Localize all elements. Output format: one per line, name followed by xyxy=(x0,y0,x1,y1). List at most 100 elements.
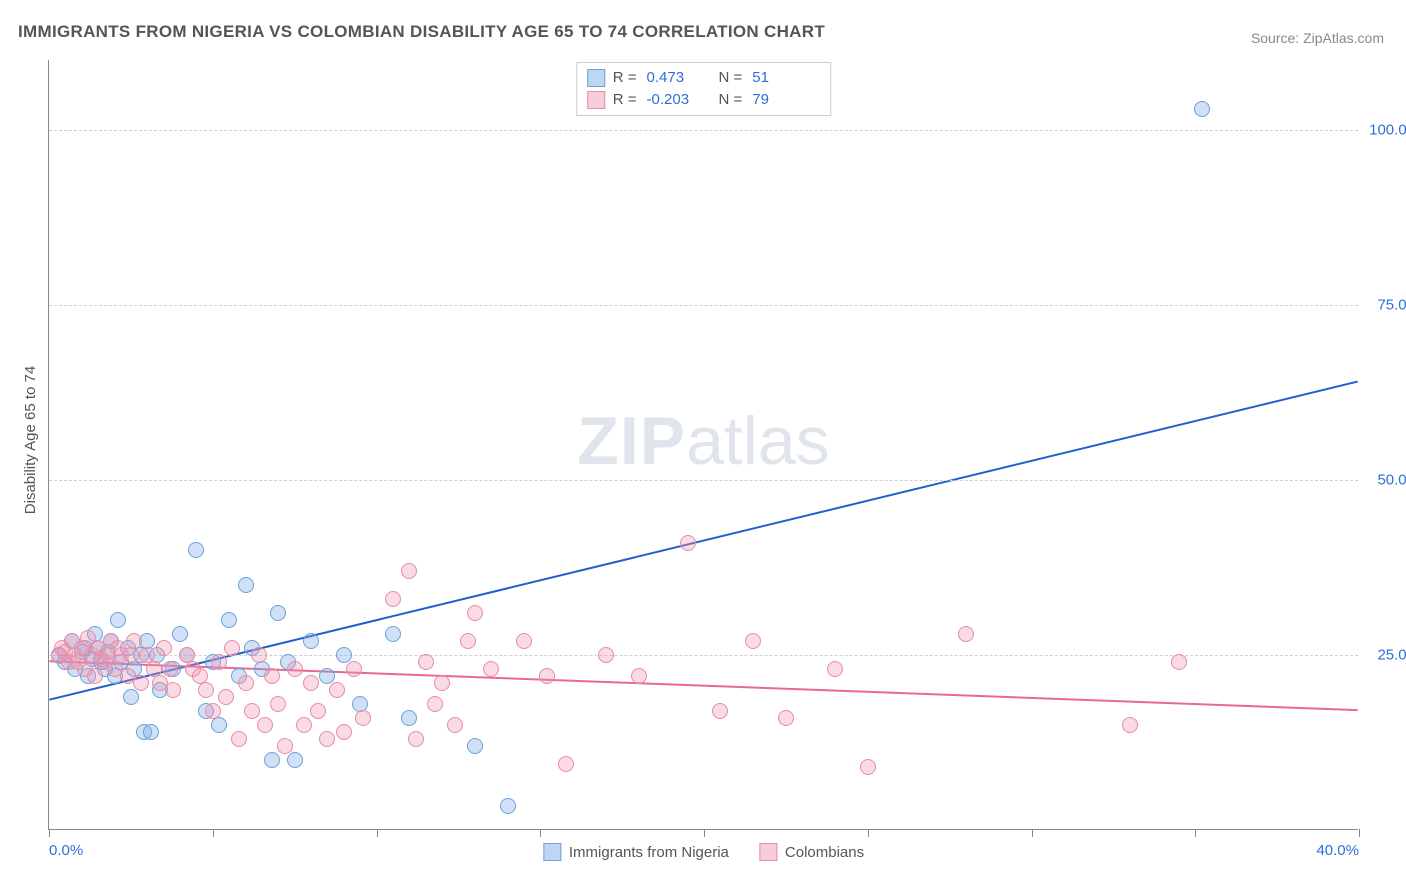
r-label: R = xyxy=(613,89,637,111)
n-value: 51 xyxy=(752,67,804,89)
scatter-point xyxy=(238,675,254,691)
scatter-point xyxy=(270,696,286,712)
x-tick xyxy=(868,829,869,837)
x-tick xyxy=(540,829,541,837)
scatter-point xyxy=(257,717,273,733)
x-tick-label: 0.0% xyxy=(49,842,83,859)
scatter-point xyxy=(1122,717,1138,733)
scatter-point xyxy=(287,661,303,677)
scatter-point xyxy=(211,654,227,670)
scatter-point xyxy=(165,682,181,698)
series-legend: Immigrants from Nigeria Colombians xyxy=(543,843,864,861)
scatter-point xyxy=(224,640,240,656)
x-tick xyxy=(704,829,705,837)
gridline xyxy=(49,130,1358,131)
scatter-point xyxy=(385,591,401,607)
x-tick xyxy=(377,829,378,837)
scatter-point xyxy=(827,661,843,677)
scatter-plot-area: ZIPatlas R =0.473N =51R =-0.203N =79 Imm… xyxy=(48,60,1358,830)
scatter-point xyxy=(346,661,362,677)
scatter-point xyxy=(133,675,149,691)
scatter-point xyxy=(156,640,172,656)
correlation-legend: R = 0.473 N = 51 R = -0.203 N = 79 xyxy=(576,62,832,116)
scatter-point xyxy=(123,647,139,663)
gridline xyxy=(49,305,1358,306)
scatter-point xyxy=(205,703,221,719)
y-axis-label: Disability Age 65 to 74 xyxy=(22,366,39,514)
scatter-point xyxy=(680,535,696,551)
series-name: Colombians xyxy=(785,844,864,861)
legend-row: R = 0.473 N = 51 xyxy=(587,67,817,89)
watermark: ZIPatlas xyxy=(577,402,829,480)
scatter-point xyxy=(1194,101,1210,117)
scatter-point xyxy=(778,710,794,726)
chart-title: IMMIGRANTS FROM NIGERIA VS COLOMBIAN DIS… xyxy=(18,22,825,42)
scatter-point xyxy=(264,752,280,768)
scatter-point xyxy=(427,696,443,712)
scatter-point xyxy=(172,626,188,642)
scatter-point xyxy=(251,647,267,663)
scatter-point xyxy=(516,633,532,649)
scatter-point xyxy=(296,717,312,733)
scatter-point xyxy=(238,577,254,593)
r-value: -0.203 xyxy=(647,89,699,111)
scatter-point xyxy=(162,661,178,677)
legend-swatch xyxy=(759,843,777,861)
x-tick xyxy=(1032,829,1033,837)
scatter-point xyxy=(126,633,142,649)
scatter-point xyxy=(558,756,574,772)
scatter-point xyxy=(87,668,103,684)
watermark-rest: atlas xyxy=(686,403,830,479)
scatter-point xyxy=(539,668,555,684)
legend-swatch xyxy=(587,91,605,109)
watermark-bold: ZIP xyxy=(577,403,686,479)
scatter-point xyxy=(500,798,516,814)
scatter-point xyxy=(221,612,237,628)
scatter-point xyxy=(123,689,139,705)
y-tick-label: 100.0% xyxy=(1369,122,1406,139)
scatter-point xyxy=(270,605,286,621)
scatter-point xyxy=(211,717,227,733)
scatter-point xyxy=(143,724,159,740)
scatter-point xyxy=(483,661,499,677)
scatter-point xyxy=(401,710,417,726)
x-tick xyxy=(1195,829,1196,837)
source-label: Source: xyxy=(1251,30,1303,46)
scatter-point xyxy=(277,738,293,754)
scatter-point xyxy=(598,647,614,663)
scatter-point xyxy=(860,759,876,775)
scatter-point xyxy=(310,703,326,719)
scatter-point xyxy=(244,703,260,719)
scatter-point xyxy=(355,710,371,726)
scatter-point xyxy=(303,633,319,649)
r-label: R = xyxy=(613,67,637,89)
scatter-point xyxy=(218,689,234,705)
scatter-point xyxy=(958,626,974,642)
y-tick-label: 75.0% xyxy=(1377,297,1406,314)
r-value: 0.473 xyxy=(647,67,699,89)
scatter-point xyxy=(447,717,463,733)
x-tick xyxy=(49,829,50,837)
n-value: 79 xyxy=(752,89,804,111)
scatter-point xyxy=(467,605,483,621)
scatter-point xyxy=(460,633,476,649)
scatter-point xyxy=(418,654,434,670)
gridline xyxy=(49,480,1358,481)
series-name: Immigrants from Nigeria xyxy=(569,844,729,861)
source-value: ZipAtlas.com xyxy=(1303,30,1384,46)
bottom-legend-item: Colombians xyxy=(759,843,864,861)
scatter-point xyxy=(287,752,303,768)
scatter-point xyxy=(336,724,352,740)
scatter-point xyxy=(712,703,728,719)
scatter-point xyxy=(264,668,280,684)
n-label: N = xyxy=(719,67,743,89)
source-attribution: Source: ZipAtlas.com xyxy=(1251,30,1384,46)
legend-swatch xyxy=(543,843,561,861)
scatter-point xyxy=(336,647,352,663)
scatter-point xyxy=(385,626,401,642)
scatter-point xyxy=(329,682,345,698)
legend-swatch xyxy=(587,69,605,87)
scatter-point xyxy=(467,738,483,754)
scatter-point xyxy=(319,731,335,747)
n-label: N = xyxy=(719,89,743,111)
